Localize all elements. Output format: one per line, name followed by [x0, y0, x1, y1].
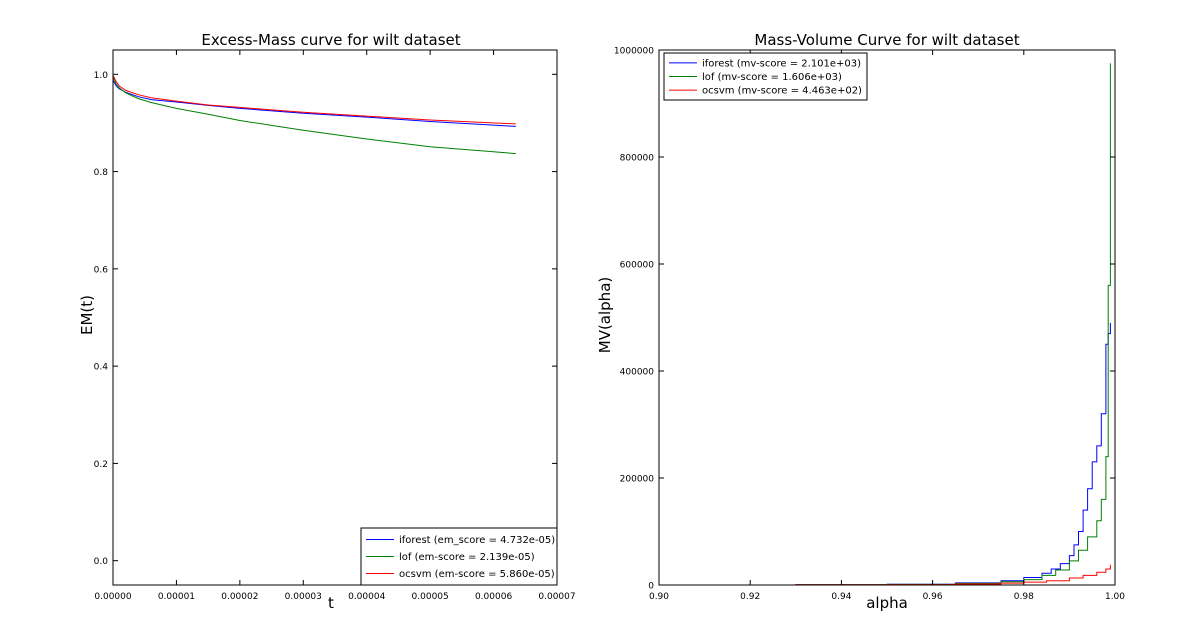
legend-entry: lof (em-score = 2.139e-05): [399, 552, 535, 563]
x-tick-label: 0.00005: [412, 592, 449, 602]
y-tick-label: 600000: [620, 261, 655, 271]
y-tick-label: 0.0: [94, 557, 109, 567]
y-tick-label: 0.8: [94, 168, 109, 178]
x-tick-label: 0.92: [740, 592, 760, 602]
chart-title: Mass-Volume Curve for wilt dataset: [754, 31, 1019, 49]
x-tick-label: 0.94: [831, 592, 851, 602]
legend-box: [663, 52, 868, 101]
y-tick-label: 1.0: [94, 71, 109, 81]
series-line-1: [112, 79, 516, 127]
series-line-3: [112, 75, 516, 125]
x-tick-label: 0.00003: [285, 592, 322, 602]
y-tick-label: 0: [648, 582, 654, 592]
mass-volume-chart: Mass-Volume Curve for wilt dataset alpha…: [596, 31, 1125, 612]
series-line-2: [112, 76, 516, 155]
y-axis-label: MV(alpha): [596, 277, 614, 354]
y-tick-label: 400000: [620, 368, 655, 378]
legend-entry: iforest (em_score = 4.732e-05): [399, 535, 555, 546]
legend-entry: lof (mv-score = 1.606e+03): [702, 72, 842, 83]
legend-box: [360, 527, 558, 586]
x-tick-label: 0.00004: [348, 592, 385, 602]
y-tick-label: 0.4: [94, 363, 109, 373]
x-axis-label: t: [328, 594, 334, 612]
plot-frame: [658, 49, 1116, 586]
excess-mass-chart: Excess-Mass curve for wilt dataset t EM(…: [78, 31, 576, 612]
plot-frame: [112, 49, 558, 586]
legend-entry: ocsvm (em-score = 5.860e-05): [399, 569, 555, 580]
x-tick-label: 0.96: [923, 592, 943, 602]
axis-ticks-group: 0.00000 0.00001 0.00002 0.00003 0.00004 0.000…: [94, 50, 576, 602]
x-tick-label: 0.00000: [94, 592, 131, 602]
legend-entry: ocsvm (mv-score = 4.463e+02): [702, 86, 862, 97]
chart-title: Excess-Mass curve for wilt dataset: [201, 31, 460, 49]
y-axis-label: EM(t): [78, 295, 96, 335]
y-tick-label: 0.2: [94, 460, 108, 470]
x-tick-label: 0.00001: [158, 592, 195, 602]
y-tick-label: 1000000: [614, 47, 654, 57]
legend-entry: iforest (mv-score = 2.101e+03): [702, 58, 861, 69]
y-tick-label: 800000: [620, 154, 655, 164]
y-tick-label: 200000: [620, 475, 655, 485]
plot-series-group: [112, 75, 516, 155]
x-tick-label: 0.00002: [221, 592, 258, 602]
legend: iforest (em_score = 4.732e-05) lof (em-sc…: [360, 527, 558, 586]
x-tick-label: 0.00007: [538, 592, 575, 602]
x-axis-label: alpha: [866, 594, 908, 612]
x-tick-label: 0.90: [649, 592, 669, 602]
x-tick-label: 1.00: [1105, 592, 1125, 602]
legend: iforest (mv-score = 2.101e+03) lof (mv-sc…: [663, 52, 868, 101]
y-tick-label: 0.6: [94, 265, 109, 275]
x-tick-label: 0.00006: [475, 592, 512, 602]
x-tick-label: 0.98: [1014, 592, 1034, 602]
